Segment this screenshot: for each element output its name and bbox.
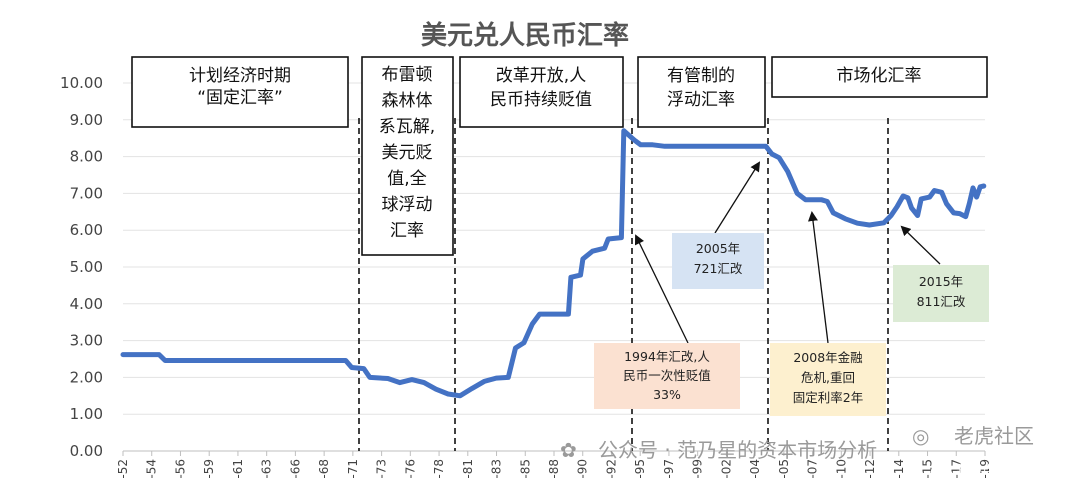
period-label: 布雷顿 <box>382 65 433 85</box>
x-tick-label: -17 <box>949 459 963 479</box>
y-tick-label: 0.00 <box>70 442 103 460</box>
y-tick-label: 7.00 <box>70 184 103 202</box>
annotation-label: 811汇改 <box>917 294 966 309</box>
period-label: 美元贬 <box>382 143 433 163</box>
annotation-box <box>594 343 740 409</box>
annotation-label: 固定利率2年 <box>793 390 863 405</box>
x-tick-label: -97 <box>662 459 676 479</box>
period-box <box>637 56 766 128</box>
x-tick-label: -83 <box>490 459 504 479</box>
annotation-arrow <box>900 225 941 265</box>
period-label: 改革开放,人 <box>496 66 586 86</box>
annotation-arrow <box>808 211 829 344</box>
y-tick-label: 4.00 <box>70 295 103 313</box>
x-tick-label: -66 <box>288 459 302 479</box>
period-label: 市场化汇率 <box>837 66 922 86</box>
watermarks: ✿ 公众号 · 范乃星的资本市场分析 ◎ 老虎社区 @大叔观点时间 <box>560 424 1034 479</box>
y-tick-label: 8.00 <box>70 148 103 166</box>
x-tick-label: -90 <box>576 459 590 479</box>
x-tick-label: -56 <box>173 459 187 479</box>
watermark-bottom: @大叔观点时间 <box>930 464 1021 479</box>
y-tick-label: 2.00 <box>70 368 103 386</box>
y-tick-label: 3.00 <box>70 332 103 350</box>
x-tick-label: -10 <box>834 459 848 479</box>
period-box <box>771 56 988 98</box>
y-tick-label: 6.00 <box>70 221 103 239</box>
y-axis-ticks: 0.00 1.00 2.00 3.00 4.00 5.00 6.00 7.00 8.00 9.00… <box>60 74 103 460</box>
series-group <box>120 128 987 399</box>
watermark-right: 老虎社区 <box>954 424 1034 448</box>
x-tick-label: -73 <box>375 459 389 479</box>
x-tick-label: -85 <box>518 459 532 479</box>
exchange-rate-line <box>120 128 987 399</box>
x-tick-label: -92 <box>604 459 618 479</box>
x-tick-label: -61 <box>231 459 245 479</box>
x-tick-label: -99 <box>691 459 705 479</box>
period-label: 汇率 <box>390 221 424 241</box>
period-label: 浮动汇率 <box>667 90 735 110</box>
y-tick-label: 9.00 <box>70 111 103 129</box>
annotation-box <box>893 265 989 322</box>
x-tick-label: -88 <box>547 459 561 479</box>
x-tick-label: -05 <box>777 459 791 479</box>
y-tick-label: 10.00 <box>60 74 103 92</box>
annotation-box <box>672 233 764 289</box>
period-box <box>131 56 349 128</box>
x-tick-label: -15 <box>921 459 935 479</box>
x-tick-label: -07 <box>806 459 820 479</box>
period-dividers <box>358 118 889 451</box>
annotation-label: 2015年 <box>919 274 963 289</box>
period-label: 计划经济时期 <box>189 66 291 86</box>
x-tick-label: -59 <box>202 459 216 479</box>
annotation-box <box>770 343 886 416</box>
annotation-label: 1994年汇改,人 <box>624 349 710 364</box>
x-tick-label: -63 <box>260 459 274 479</box>
period-box <box>459 56 624 128</box>
annotation-label: 民币一次性贬值 <box>623 368 711 383</box>
x-tick-label: -68 <box>317 459 331 479</box>
annotation-arrow <box>634 234 689 344</box>
period-label: “固定汇率” <box>197 88 283 108</box>
watermark-tiger-icon: ◎ <box>912 424 929 448</box>
y-tick-label: 1.00 <box>70 405 103 423</box>
annotation-label: 33% <box>653 387 681 402</box>
x-axis-ticks: -52 -54 -56 -59 -61 -63 -66 -68 -71 -73 -76 -78 -81 -… <box>116 451 992 479</box>
annotation-arrows <box>634 161 941 344</box>
watermark-left: 公众号 · 范乃星的资本市场分析 <box>598 438 877 462</box>
x-tick-label: -19 <box>978 459 992 479</box>
watermark-wechat-icon: ✿ <box>560 438 577 462</box>
y-tick-label: 5.00 <box>70 258 103 276</box>
x-tick-label: -04 <box>748 459 762 479</box>
x-tick-label: -78 <box>432 459 446 479</box>
period-box <box>361 56 454 256</box>
period-label: 球浮动 <box>382 195 433 215</box>
chart-title: 美元兑人民币汇率 <box>421 20 629 51</box>
annotation-arrow <box>714 161 761 234</box>
annotation-label: 2008年金融 <box>793 350 863 365</box>
annotation-label: 2005年 <box>696 241 740 256</box>
x-tick-label: -95 <box>633 459 647 479</box>
annotation-label: 721汇改 <box>694 261 743 276</box>
x-tick-label: -81 <box>461 459 475 479</box>
x-tick-label: -14 <box>892 459 906 479</box>
period-label: 森林体 <box>382 91 433 111</box>
annotation-label: 危机,重回 <box>801 370 855 385</box>
x-tick-label: -54 <box>145 459 159 479</box>
x-tick-label: -71 <box>346 459 360 479</box>
x-tick-label: -12 <box>863 459 877 479</box>
x-tick-label: -02 <box>719 459 733 479</box>
x-tick-label: -76 <box>403 459 417 479</box>
period-label: 值,全 <box>387 169 426 189</box>
period-label: 民币持续贬值 <box>490 90 592 110</box>
period-label: 有管制的 <box>667 66 735 86</box>
x-tick-label: -52 <box>116 459 130 479</box>
period-label: 系瓦解, <box>379 117 435 137</box>
